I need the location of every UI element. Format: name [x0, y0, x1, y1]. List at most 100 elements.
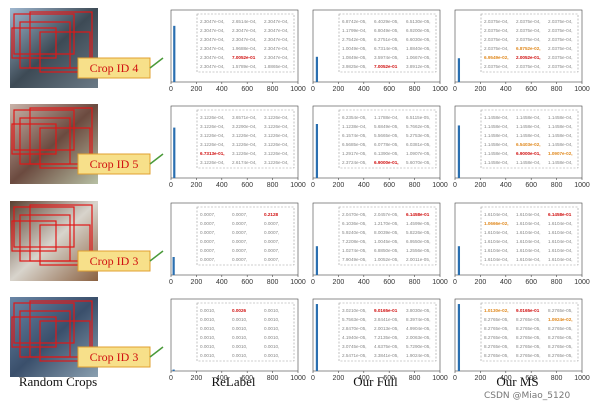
number-cell: 1.1458e-04, [484, 160, 509, 165]
watermark: CSDN @Miao_5120 [484, 391, 570, 401]
number-cell: 0.0010, [232, 353, 247, 358]
bar [172, 369, 175, 371]
crop-box [39, 224, 91, 266]
x-tick-label: 800 [409, 86, 421, 93]
number-cell: 1.1458e-04, [484, 133, 509, 138]
number-cell: 6.4029e-05, [374, 19, 399, 24]
number-cell: 0.0007, [264, 230, 279, 235]
x-tick-label: 200 [333, 86, 345, 93]
number-cell: 0.0007, [232, 212, 247, 217]
number-cell: 2.3047e-04, [200, 55, 225, 60]
number-cell: 6.9000e-01, [374, 160, 399, 165]
number-cell: 0.0007, [264, 257, 279, 262]
number-cell: 1.6104e-04, [484, 230, 509, 235]
number-cell: 2.0375e-04, [484, 19, 509, 24]
crop-box [11, 316, 57, 348]
number-cell: 3.1226e-04, [232, 133, 257, 138]
number-box [196, 302, 295, 362]
x-tick-label: 600 [525, 86, 537, 93]
x-tick-label: 400 [358, 375, 370, 382]
number-cell: 6.7313e-01, [200, 151, 225, 156]
plot-frame [454, 105, 583, 179]
number-cell: 8.2765e-05, [548, 335, 573, 340]
crop-box [29, 300, 93, 358]
column-title: ReLabel [211, 374, 255, 389]
x-tick-label: 400 [500, 375, 512, 382]
number-cell: 0.0007, [200, 230, 215, 235]
number-cell: 2.6174e-04, [232, 160, 257, 165]
crop-label: Crop ID 4 [90, 61, 139, 75]
number-cell: 2.0013e-05, [374, 326, 399, 331]
number-cell: 1.1458e-04, [516, 133, 541, 138]
x-tick-label: 1000 [432, 182, 448, 189]
number-cell: 1.6104e-04, [548, 230, 573, 235]
arrow [149, 57, 164, 69]
x-tick-label: 200 [191, 279, 203, 286]
number-cell: 1.6104e-04, [516, 239, 541, 244]
number-cell: 5.6849e-05, [374, 124, 399, 129]
number-cell: 0.0010, [200, 335, 215, 340]
number-cell: 2.3047e-04, [232, 28, 257, 33]
number-cell: 5.2753e-05, [406, 133, 431, 138]
bar [173, 25, 176, 82]
number-cell: 6.5685e-05, [342, 142, 367, 147]
x-tick-label: 200 [333, 375, 345, 382]
number-cell: 2.7542e-05, [342, 37, 367, 42]
number-box [338, 109, 437, 169]
number-cell: 3.8441e-05, [374, 317, 399, 322]
number-cell: 1.6104e-04, [516, 230, 541, 235]
number-cell: 3.1226e-04, [200, 160, 225, 165]
x-tick-label: 800 [551, 86, 563, 93]
number-cell: 2.0375e-04, [548, 28, 573, 33]
number-cell: 0.0010, [264, 326, 279, 331]
number-cell: 1.1458e-04, [548, 133, 573, 138]
x-tick-label: 400 [216, 375, 228, 382]
x-tick-label: 400 [500, 279, 512, 286]
number-cell: 8.2765e-05, [516, 344, 541, 349]
number-cell: 0.0010, [232, 326, 247, 331]
number-cell: 2.0375e-04, [516, 64, 541, 69]
number-cell: 6.9200e-05, [406, 28, 431, 33]
x-tick-label: 400 [500, 182, 512, 189]
x-tick-label: 0 [453, 86, 457, 93]
number-cell: 0.0007, [200, 239, 215, 244]
number-box [338, 206, 437, 266]
number-cell: 1.1458e-04, [548, 124, 573, 129]
bar [172, 257, 175, 275]
number-cell: 6.9549e-02, [484, 55, 509, 60]
number-cell: 1.6104e-04, [548, 239, 573, 244]
number-cell: 0.0010, [264, 308, 279, 313]
arrow [149, 250, 164, 262]
number-cell: 3.5974e-05, [374, 55, 399, 60]
plot-frame [312, 9, 441, 83]
number-cell: 8.2765e-05, [516, 335, 541, 340]
x-tick-label: 1000 [290, 86, 306, 93]
number-cell: 0.0010, [264, 317, 279, 322]
crop-box [11, 220, 57, 252]
number-cell: 3.8912e-05, [406, 64, 431, 69]
number-cell: 1.0274e-05, [342, 248, 367, 253]
number-cell: 6.8752e-02, [516, 46, 541, 51]
number-cell: 2.3047e-04, [264, 46, 289, 51]
number-cell: 0.0010, [232, 317, 247, 322]
number-cell: 2.0375e-04, [548, 64, 573, 69]
number-cell: 1.1458e-04, [484, 142, 509, 147]
crop-box [39, 320, 91, 362]
x-tick-label: 1000 [574, 86, 590, 93]
number-cell: 1.6104e-04, [548, 257, 573, 262]
number-cell: 0.0010, [200, 326, 215, 331]
x-tick-label: 600 [241, 86, 253, 93]
number-cell: 3.1226e-04, [200, 115, 225, 120]
number-cell: 1.1799e-04, [342, 28, 367, 33]
x-tick-label: 600 [383, 375, 395, 382]
x-tick-label: 600 [525, 375, 537, 382]
number-cell: 8.2765e-05, [548, 344, 573, 349]
x-tick-label: 1000 [290, 279, 306, 286]
number-cell: 1.6104e-04, [484, 257, 509, 262]
number-cell: 3.0210e-05, [342, 308, 367, 313]
number-cell: 1.1458e-04, [548, 142, 573, 147]
x-tick-label: 600 [241, 375, 253, 382]
x-tick-label: 1000 [432, 375, 448, 382]
number-cell: 1.1458e-04, [516, 124, 541, 129]
number-cell: 2.0375e-04, [548, 37, 573, 42]
